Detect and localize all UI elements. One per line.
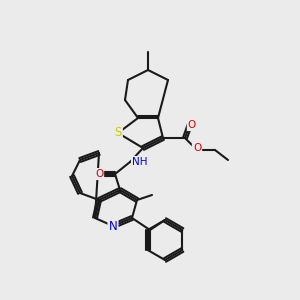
Text: O: O [193, 143, 201, 153]
Text: O: O [188, 120, 196, 130]
Text: S: S [114, 127, 122, 140]
Text: NH: NH [132, 157, 148, 167]
Text: N: N [109, 220, 117, 233]
Text: O: O [95, 169, 103, 179]
